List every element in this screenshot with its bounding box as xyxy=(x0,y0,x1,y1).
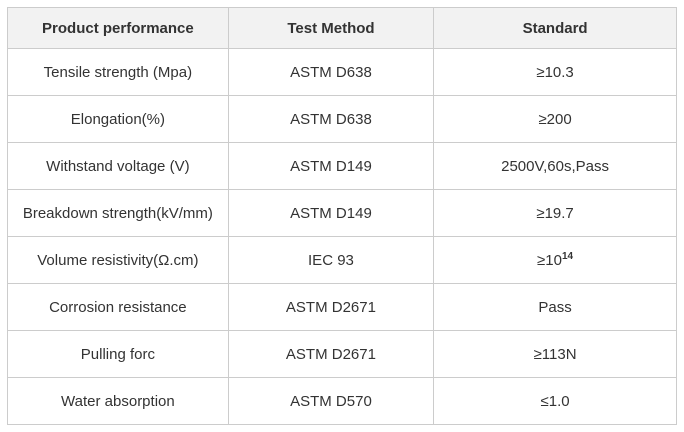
table-body: Tensile strength (Mpa) ASTM D638 ≥10.3 E… xyxy=(7,48,677,425)
table-header: Product performance Test Method Standard xyxy=(7,7,677,49)
table-row: Volume resistivity(Ω.cm) IEC 93 ≥1014 xyxy=(7,236,677,284)
standard-cell: ≥1014 xyxy=(433,236,677,284)
method-cell: ASTM D2671 xyxy=(227,330,435,378)
method-cell: ASTM D149 xyxy=(227,142,435,190)
method-cell: ASTM D570 xyxy=(227,377,435,425)
performance-cell: Volume resistivity(Ω.cm) xyxy=(7,236,229,284)
method-cell: ASTM D149 xyxy=(227,189,435,237)
performance-cell: Pulling forc xyxy=(7,330,229,378)
method-cell: ASTM D638 xyxy=(227,48,435,96)
column-header-product-performance: Product performance xyxy=(7,7,229,49)
table-row: Breakdown strength(kV/mm) ASTM D149 ≥19.… xyxy=(7,189,677,237)
standard-cell: 2500V,60s,Pass xyxy=(433,142,677,190)
table-row: Withstand voltage (V) ASTM D149 2500V,60… xyxy=(7,142,677,190)
standard-cell: ≥113N xyxy=(433,330,677,378)
table-row: Tensile strength (Mpa) ASTM D638 ≥10.3 xyxy=(7,48,677,96)
performance-cell: Breakdown strength(kV/mm) xyxy=(7,189,229,237)
performance-cell: Withstand voltage (V) xyxy=(7,142,229,190)
performance-cell: Tensile strength (Mpa) xyxy=(7,48,229,96)
column-header-standard: Standard xyxy=(433,7,677,49)
standard-cell: ≤1.0 xyxy=(433,377,677,425)
performance-cell: Elongation(%) xyxy=(7,95,229,143)
table-row: Elongation(%) ASTM D638 ≥200 xyxy=(7,95,677,143)
method-cell: ASTM D2671 xyxy=(227,283,435,331)
standard-value: ≥10 xyxy=(537,251,562,269)
standard-superscript: 14 xyxy=(561,250,574,262)
standard-cell: ≥200 xyxy=(433,95,677,143)
header-row: Product performance Test Method Standard xyxy=(7,7,677,49)
product-performance-table: Product performance Test Method Standard… xyxy=(7,7,677,425)
performance-cell: Water absorption xyxy=(7,377,229,425)
method-cell: IEC 93 xyxy=(227,236,435,284)
column-header-test-method: Test Method xyxy=(227,7,435,49)
table-row: Corrosion resistance ASTM D2671 Pass xyxy=(7,283,677,331)
performance-cell: Corrosion resistance xyxy=(7,283,229,331)
standard-cell: ≥10.3 xyxy=(433,48,677,96)
table-row: Pulling forc ASTM D2671 ≥113N xyxy=(7,330,677,378)
standard-cell: Pass xyxy=(433,283,677,331)
table-row: Water absorption ASTM D570 ≤1.0 xyxy=(7,377,677,425)
standard-cell: ≥19.7 xyxy=(433,189,677,237)
method-cell: ASTM D638 xyxy=(227,95,435,143)
